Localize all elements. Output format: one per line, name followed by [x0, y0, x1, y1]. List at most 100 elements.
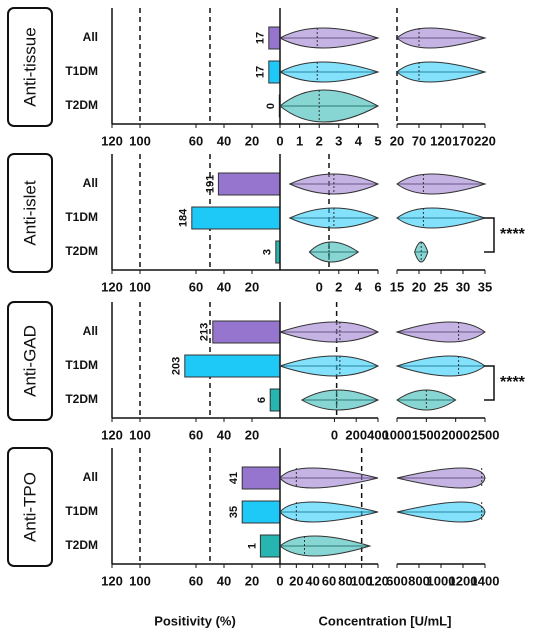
violin — [396, 61, 487, 83]
x-tick-label: 4 — [355, 133, 363, 148]
x-tick-label: 120 — [101, 133, 123, 148]
panel-label: Anti-TPO — [20, 472, 39, 542]
x-tick-label: 20 — [245, 133, 259, 148]
x-tick-label: 120 — [367, 573, 389, 588]
x-tick-label: 40 — [217, 279, 231, 294]
category-label: All — [83, 324, 98, 338]
x-tick-label: 40 — [305, 573, 319, 588]
violin — [278, 355, 380, 377]
category-label: All — [83, 176, 98, 190]
panel-label: Anti-tissue — [20, 27, 39, 106]
violin — [279, 89, 380, 123]
x-tick-label: 20 — [245, 279, 259, 294]
x-tick-label: 1200 — [449, 573, 478, 588]
x-tick-label: 100 — [129, 573, 151, 588]
count-label: 17 — [255, 32, 267, 44]
significance-bracket — [484, 217, 495, 253]
x-tick-label: 100 — [129, 427, 151, 442]
bar — [269, 388, 281, 412]
count-label: 3 — [262, 249, 274, 255]
category-label: T1DM — [65, 358, 98, 372]
x-tick-label: 0 — [276, 133, 283, 148]
bar — [212, 320, 281, 344]
x-tick-label: 100 — [351, 573, 373, 588]
x-tick-label: 0 — [276, 573, 283, 588]
x-tick-label: 100 — [129, 279, 151, 294]
violin — [396, 173, 487, 195]
violin — [279, 467, 379, 489]
x-tick-label: 1 — [296, 133, 303, 148]
bar — [184, 354, 281, 378]
category-label: All — [83, 30, 98, 44]
category-label: T2DM — [65, 392, 98, 406]
count-label: 184 — [178, 208, 190, 227]
bar — [268, 60, 281, 84]
x-tick-label: 20 — [245, 427, 259, 442]
concentration-title: Concentration [U/mL] — [319, 613, 452, 628]
category-label: T1DM — [65, 504, 98, 518]
x-tick-label: 0 — [316, 279, 323, 294]
count-label: 1 — [246, 543, 258, 549]
count-label: 203 — [171, 357, 183, 375]
x-tick-label: 600 — [386, 573, 408, 588]
category-label: T1DM — [65, 64, 98, 78]
violin — [396, 467, 486, 489]
x-tick-label: 800 — [408, 573, 430, 588]
violin — [279, 501, 379, 523]
x-tick-label: 70 — [412, 133, 426, 148]
category-label: T2DM — [65, 538, 98, 552]
panel-box — [7, 301, 53, 421]
x-tick-label: 400 — [367, 427, 389, 442]
count-label: 0 — [265, 103, 277, 109]
x-tick-label: 20 — [289, 573, 303, 588]
x-tick-label: 80 — [338, 573, 352, 588]
x-tick-label: 6 — [374, 279, 381, 294]
x-tick-label: 60 — [189, 427, 203, 442]
violin — [278, 61, 380, 83]
panel-label: Anti-GAD — [20, 325, 39, 397]
x-tick-label: 2 — [335, 279, 342, 294]
x-tick-label: 120 — [101, 427, 123, 442]
panel-box — [7, 153, 53, 273]
x-tick-label: 3 — [335, 133, 342, 148]
x-tick-label: 30 — [456, 279, 470, 294]
x-tick-label: 220 — [474, 133, 496, 148]
x-tick-label: 60 — [189, 573, 203, 588]
significance-label: **** — [500, 374, 526, 391]
violin — [396, 501, 486, 523]
x-tick-label: 5 — [374, 133, 381, 148]
x-tick-label: 25 — [434, 279, 448, 294]
violin — [396, 207, 487, 229]
significance-bracket — [484, 365, 495, 401]
x-tick-label: 4 — [355, 279, 363, 294]
x-tick-label: 170 — [452, 133, 474, 148]
violin — [396, 27, 487, 49]
x-tick-label: 20 — [390, 133, 404, 148]
count-label: 41 — [228, 472, 240, 484]
count-label: 6 — [256, 397, 268, 403]
x-tick-label: 15 — [390, 279, 404, 294]
bar — [241, 466, 281, 490]
violin — [395, 321, 486, 343]
x-tick-label: 2500 — [471, 427, 500, 442]
x-tick-label: 1500 — [412, 427, 441, 442]
x-tick-label: 1000 — [383, 427, 412, 442]
violin — [308, 241, 360, 263]
x-tick-label: 60 — [322, 573, 336, 588]
violin — [278, 27, 380, 49]
bar — [191, 206, 281, 230]
count-label: 35 — [228, 506, 240, 518]
x-tick-label: 200 — [345, 427, 367, 442]
x-tick-label: 40 — [217, 427, 231, 442]
category-label: All — [83, 470, 98, 484]
bar — [217, 172, 281, 196]
x-tick-label: 1000 — [427, 573, 456, 588]
count-label: 213 — [199, 323, 211, 341]
x-tick-label: 60 — [189, 133, 203, 148]
category-label: T1DM — [65, 210, 98, 224]
significance-label: **** — [500, 226, 526, 243]
panel-label: Anti-islet — [20, 180, 39, 245]
x-tick-label: 1400 — [471, 573, 500, 588]
category-label: T2DM — [65, 98, 98, 112]
